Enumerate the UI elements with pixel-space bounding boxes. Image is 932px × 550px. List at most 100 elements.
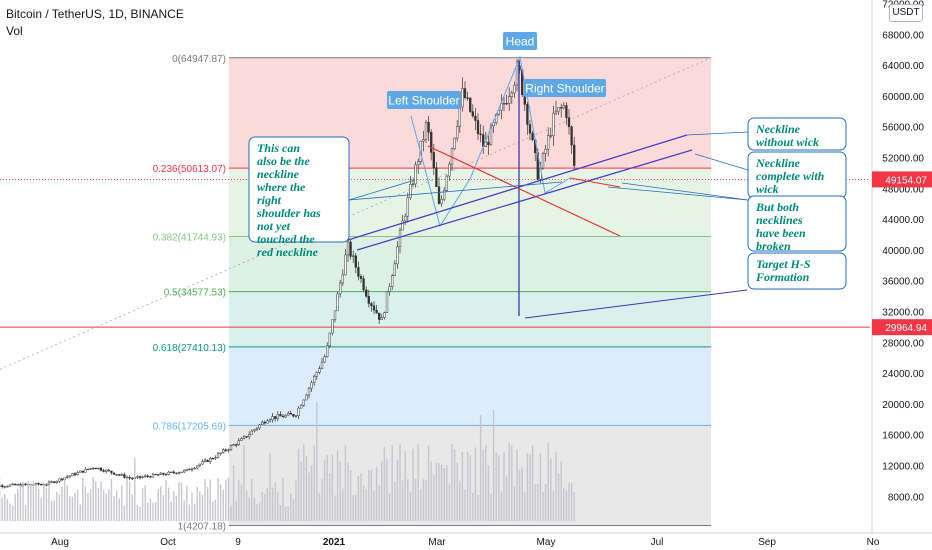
volume-bar: [100, 481, 102, 521]
candle-body: [86, 468, 90, 471]
volume-bar: [209, 479, 211, 521]
candle-body: [164, 474, 168, 476]
volume-bar: [128, 481, 131, 521]
volume-bar: [383, 446, 386, 521]
volume-bar: [370, 469, 373, 521]
candle-body: [307, 387, 311, 396]
volume-bar: [134, 457, 136, 521]
volume-bar: [186, 486, 188, 521]
candle-body: [279, 413, 282, 417]
candle-body: [320, 361, 324, 369]
candle-body: [112, 472, 116, 475]
candle-body: [3, 486, 6, 488]
volume-bar: [349, 470, 352, 521]
volume-bar: [472, 493, 474, 521]
candle-body: [333, 310, 337, 321]
volume-bar: [336, 450, 339, 521]
candle-body: [255, 427, 259, 430]
candle-body: [476, 120, 480, 135]
volume-bar: [531, 445, 534, 521]
volume-bar: [339, 461, 341, 521]
volume-bar: [344, 445, 347, 521]
volume-bar: [79, 504, 81, 521]
note-connector: [621, 182, 749, 201]
volume-bar: [1, 498, 3, 521]
price-tick-label: 52000.00: [882, 154, 924, 165]
volume-bar: [240, 484, 243, 521]
candle-body: [188, 468, 191, 471]
fib-level-label: 0.5(34577.53): [164, 288, 226, 299]
volume-bar: [477, 494, 479, 521]
candle-body: [76, 472, 79, 476]
candle-body: [437, 186, 441, 204]
candle-body: [547, 135, 550, 150]
volume-bar: [147, 502, 149, 521]
currency-button[interactable]: USDT: [889, 4, 923, 22]
volume-bar: [227, 477, 230, 521]
volume-bar: [375, 467, 378, 521]
candle-body: [268, 419, 272, 422]
volume-bar: [271, 487, 274, 521]
volume-bar: [292, 498, 295, 521]
volume-bar: [443, 468, 445, 521]
candle-body: [372, 305, 376, 311]
current-price-tag: 49154.07: [885, 175, 927, 186]
candle-body: [162, 472, 165, 475]
candle-body: [125, 476, 129, 479]
volume-bar: [121, 485, 123, 521]
candle-body: [409, 184, 412, 199]
volume-bar: [485, 445, 487, 521]
volume-bar: [212, 501, 214, 521]
candle-body: [341, 274, 344, 284]
volume-bar: [11, 505, 14, 521]
volume-bar: [14, 493, 16, 521]
volume-bar: [329, 473, 331, 521]
candle-body: [404, 215, 407, 222]
candle-body: [196, 465, 199, 469]
price-tick-label: 44000.00: [882, 215, 924, 226]
candle-body: [445, 175, 448, 191]
note-neckline-without-wick-box: [747, 117, 847, 151]
hline-price-tag: 29964.94: [885, 323, 927, 334]
candle-body: [443, 190, 446, 200]
candle-body: [352, 255, 355, 257]
volume-bar: [277, 491, 279, 521]
volume-bar: [17, 489, 19, 521]
candle-body: [401, 220, 404, 231]
note-neckline-without-wick-line: Neckline: [755, 122, 801, 136]
volume-bar: [448, 484, 451, 521]
note-necklines-broken: But both necklines have been broken: [755, 200, 806, 253]
volume-bar: [456, 462, 458, 521]
candle-body: [253, 429, 256, 432]
volume-bar: [487, 465, 490, 521]
volume-bar: [399, 443, 401, 521]
volume-bar: [323, 459, 326, 521]
candle-body: [71, 473, 74, 477]
candle-body: [274, 416, 277, 419]
volume-bar: [219, 484, 222, 521]
candle-body: [58, 478, 61, 482]
candle-body: [458, 106, 461, 127]
volume-bar: [391, 445, 393, 521]
volume-bar: [521, 467, 523, 521]
volume-bar: [430, 461, 432, 521]
volume-bar: [321, 479, 323, 521]
candle-body: [66, 476, 69, 479]
candle-body: [528, 124, 532, 134]
candle-body: [313, 375, 316, 383]
candle-body: [393, 263, 396, 276]
candle-body: [435, 167, 438, 187]
candle-body: [94, 467, 97, 470]
note-target-line: Formation: [755, 270, 810, 284]
volume-bar: [427, 445, 430, 521]
candle-body: [266, 420, 269, 424]
volume-bar: [352, 495, 354, 521]
candle-body: [370, 303, 373, 307]
candle-body: [531, 132, 534, 141]
volume-bar: [308, 472, 310, 521]
time-axis-bg: [0, 533, 932, 550]
time-tick-label: No: [867, 537, 880, 548]
candle-body: [1, 485, 4, 488]
candle-body: [235, 444, 238, 446]
volume-bar: [373, 489, 375, 521]
